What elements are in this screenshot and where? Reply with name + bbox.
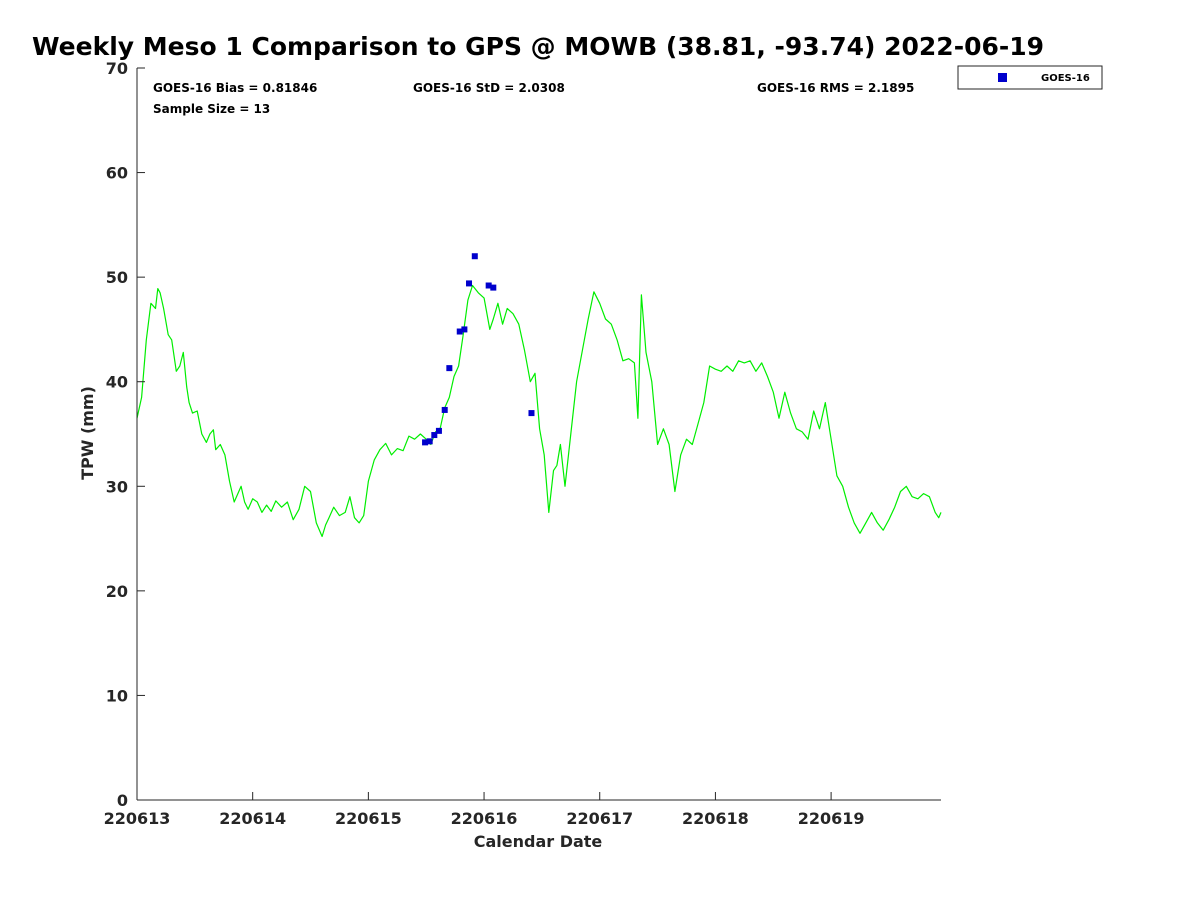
- gps-tpw-line: [136, 284, 942, 538]
- y-tick-label: 10: [106, 686, 128, 705]
- y-axis-ticks: 0 10 20 30 40 50 60 70: [106, 59, 145, 810]
- legend-box: [957, 65, 1103, 90]
- gps-tpw-series: [136, 284, 942, 538]
- y-tick-label: 0: [117, 791, 128, 810]
- plot-area: [137, 68, 941, 800]
- goes16-point: [422, 439, 429, 446]
- goes16-point: [485, 282, 492, 289]
- sample-size-stat: Sample Size = 13: [153, 102, 270, 116]
- y-tick-label: 50: [106, 268, 128, 287]
- goes16-point: [435, 427, 442, 434]
- y-tick-label: 20: [106, 582, 128, 601]
- legend-marker-goes16: [998, 73, 1007, 82]
- y-tick-label: 60: [106, 164, 128, 183]
- x-tick-label: 220615: [335, 809, 402, 828]
- goes16-point: [441, 406, 448, 413]
- x-tick-label: 220618: [682, 809, 749, 828]
- goes16-point: [461, 326, 468, 333]
- rms-stat: GOES-16 RMS = 2.1895: [757, 81, 914, 95]
- goes16-point: [426, 438, 433, 445]
- bias-stat: GOES-16 Bias = 0.81846: [153, 81, 317, 95]
- goes16-point: [456, 328, 463, 335]
- chart-title: Weekly Meso 1 Comparison to GPS @ MOWB (…: [32, 32, 1044, 61]
- goes16-point: [431, 432, 438, 439]
- goes16-point: [528, 410, 535, 417]
- legend: GOES-16: [957, 65, 1103, 90]
- x-tick-label: 220616: [451, 809, 518, 828]
- x-tick-label: 220619: [798, 809, 865, 828]
- y-tick-label: 30: [106, 477, 128, 496]
- legend-label-goes16: GOES-16: [1041, 73, 1090, 84]
- goes16-tpw-series: [422, 253, 535, 446]
- std-stat: GOES-16 StD = 2.0308: [413, 81, 565, 95]
- goes16-point: [471, 253, 478, 260]
- goes16-point: [490, 284, 497, 291]
- goes16-point: [446, 365, 453, 372]
- goes16-point: [466, 280, 473, 287]
- x-axis-ticks: 220613 220614 220615 220616 220617 220618 2206…: [104, 792, 865, 828]
- x-tick-label: 220617: [566, 809, 633, 828]
- y-tick-label: 40: [106, 373, 128, 392]
- y-tick-label: 70: [106, 59, 128, 78]
- x-axis-label: Calendar Date: [474, 832, 603, 851]
- y-axis-label: TPW (mm): [78, 386, 97, 480]
- x-tick-label: 220614: [219, 809, 286, 828]
- x-tick-label: 220613: [104, 809, 171, 828]
